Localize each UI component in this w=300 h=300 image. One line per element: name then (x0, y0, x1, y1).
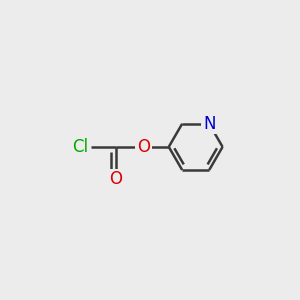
Text: N: N (203, 115, 215, 133)
Text: O: O (137, 138, 150, 156)
Text: O: O (109, 170, 122, 188)
Text: Cl: Cl (72, 138, 88, 156)
